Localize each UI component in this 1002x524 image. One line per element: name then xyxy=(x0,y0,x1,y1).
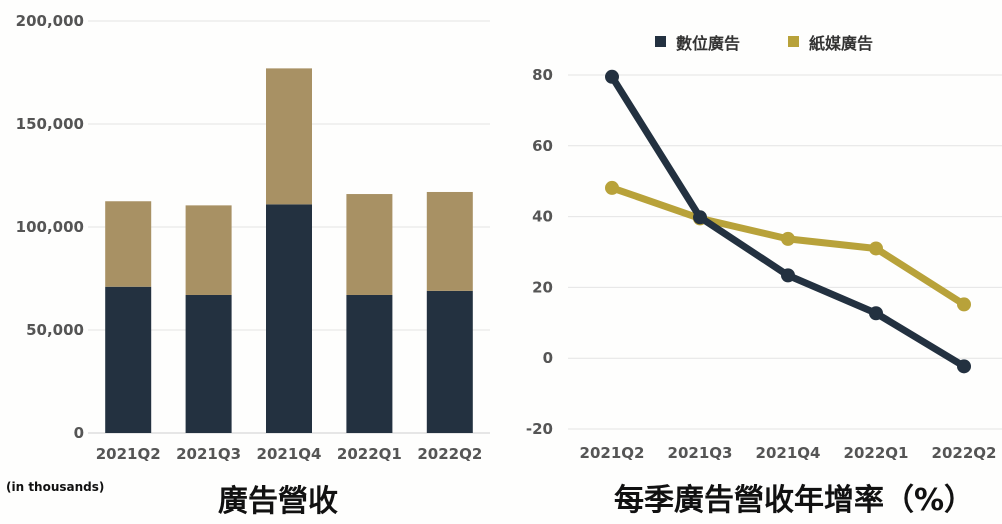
line-chart-x-ticks: 2021Q2 2021Q3 2021Q4 2022Q1 2022Q2 xyxy=(580,444,997,462)
bar-segment xyxy=(426,191,473,291)
legend-swatch-print xyxy=(788,36,799,47)
bar-segment xyxy=(346,194,393,295)
line-point-print xyxy=(781,231,795,246)
line-chart-y-tick: 0 xyxy=(543,349,553,367)
line-chart-x-tick: 2021Q4 xyxy=(756,444,821,462)
line-chart-x-tick: 2022Q1 xyxy=(844,444,909,462)
bar-chart-y-ticks: 0 50,000 100,000 150,000 200,000 xyxy=(16,12,84,442)
line-point-digital xyxy=(693,210,707,225)
line-series-digital xyxy=(608,73,968,370)
legend-swatch-digital xyxy=(655,36,666,47)
bar-segment xyxy=(185,205,232,295)
bar-segment xyxy=(105,286,152,433)
line-point-digital xyxy=(869,306,883,321)
line-chart-caption: 每季廣告營收年增率（%） xyxy=(614,483,974,518)
bar-chart-y-tick: 150,000 xyxy=(16,115,84,133)
legend-label-digital: 數位廣告 xyxy=(676,34,740,53)
line-chart-x-tick: 2021Q2 xyxy=(580,444,645,462)
line-chart-legend: 數位廣告 紙媒廣告 xyxy=(655,34,873,53)
line-chart-y-tick: 20 xyxy=(532,278,553,296)
line-point-print xyxy=(869,241,883,256)
bar-chart-y-tick: 100,000 xyxy=(16,218,84,236)
line-chart-y-tick: 40 xyxy=(532,208,553,226)
line-point-print xyxy=(957,297,971,312)
bar-segment xyxy=(426,290,473,433)
bar-chart-x-tick: 2022Q1 xyxy=(337,445,402,463)
bar-chart-x-tick: 2021Q2 xyxy=(96,445,161,463)
bar-chart-bars xyxy=(105,68,473,433)
bar-chart-x-tick: 2021Q4 xyxy=(257,445,322,463)
line-point-digital xyxy=(605,69,619,84)
line-chart-y-tick: 60 xyxy=(532,137,553,155)
bar-chart-x-tick: 2021Q3 xyxy=(176,445,241,463)
line-chart-y-ticks: -20 0 20 40 60 80 xyxy=(526,66,553,438)
bar-chart-unit-note: (in thousands) xyxy=(6,480,104,494)
line-chart-gridlines xyxy=(568,74,1002,430)
line-chart-x-tick: 2021Q3 xyxy=(668,444,733,462)
line-point-digital xyxy=(781,268,795,283)
bar-chart-x-tick: 2022Q2 xyxy=(417,445,482,463)
line-point-digital xyxy=(957,359,971,374)
bar-segment xyxy=(266,204,312,433)
line-chart-x-tick: 2022Q2 xyxy=(932,444,997,462)
bar-segment xyxy=(185,294,232,433)
bar-chart-y-tick: 200,000 xyxy=(16,12,84,30)
bar-chart-y-tick: 0 xyxy=(74,424,84,442)
line-point-print xyxy=(605,180,619,195)
line-chart-series xyxy=(605,69,971,374)
bar-segment xyxy=(105,201,152,287)
legend-label-print: 紙媒廣告 xyxy=(809,34,873,53)
bar-segment xyxy=(346,294,393,433)
bar-chart-x-ticks: 2021Q2 2021Q3 2021Q4 2022Q1 2022Q2 xyxy=(96,445,483,463)
line-chart-y-tick: -20 xyxy=(526,420,553,438)
bar-segment xyxy=(266,68,312,205)
bar-chart-caption: 廣告營收 xyxy=(218,484,338,519)
line-chart-y-tick: 80 xyxy=(532,66,553,84)
bar-chart-y-tick: 50,000 xyxy=(26,321,84,339)
